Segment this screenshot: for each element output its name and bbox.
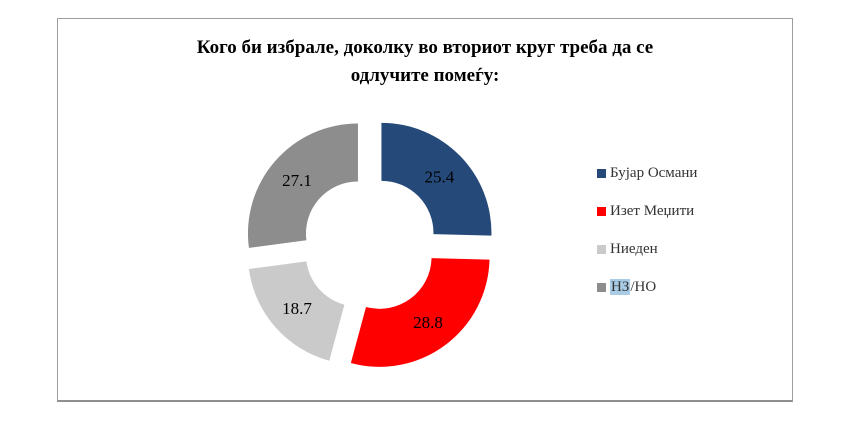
donut-slice-3 xyxy=(247,123,358,248)
legend: Бујар Османи Изет Меџити Ниеден НЗ/НО xyxy=(597,164,697,297)
legend-label: Ниеден xyxy=(610,241,658,257)
slice-data-label-0: 25.4 xyxy=(425,167,455,186)
legend-item-1: Изет Меџити xyxy=(597,202,697,221)
donut-slice-1 xyxy=(350,258,490,367)
slice-data-label-2: 18.7 xyxy=(282,299,312,318)
slice-data-label-3: 27.1 xyxy=(282,171,312,190)
legend-item-2: Ниеден xyxy=(597,240,697,259)
legend-item-3: НЗ/НО xyxy=(597,278,697,297)
donut-slice-0 xyxy=(381,122,492,236)
legend-item-0: Бујар Османи xyxy=(597,164,697,183)
legend-swatch-icon xyxy=(597,207,606,216)
donut-chart: 25.4 28.8 18.7 27.1 xyxy=(247,122,492,367)
donut-slice-2 xyxy=(248,261,345,361)
slice-data-label-1: 28.8 xyxy=(413,313,443,332)
chart-frame: Кого би избрале, доколку во вториот круг… xyxy=(57,18,793,402)
chart-title: Кого би избрале, доколку во вториот круг… xyxy=(196,37,654,86)
legend-swatch-icon xyxy=(597,283,606,292)
search-highlight: НЗ xyxy=(610,279,631,295)
legend-label: Бујар Османи xyxy=(610,165,698,181)
legend-label: Изет Меџити xyxy=(610,203,695,219)
legend-swatch-icon xyxy=(597,169,606,178)
legend-swatch-icon xyxy=(597,245,606,254)
legend-label: НЗ/НО xyxy=(610,279,657,295)
